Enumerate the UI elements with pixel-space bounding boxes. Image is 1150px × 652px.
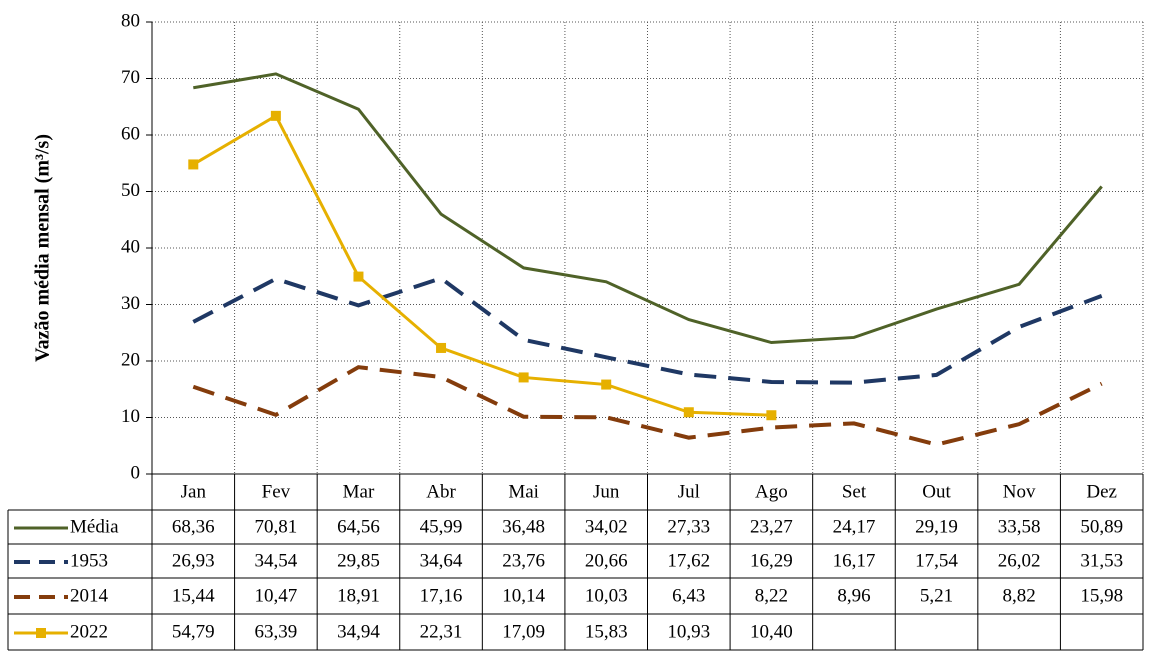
table-value: 6,43 <box>672 585 705 606</box>
table-value: 54,79 <box>172 621 215 642</box>
table-value: 15,98 <box>1080 585 1123 606</box>
series-line <box>193 72 1103 345</box>
table-value: 34,02 <box>585 516 628 537</box>
table-value: 18,91 <box>337 585 380 606</box>
marker <box>188 159 199 170</box>
table-value: 26,02 <box>998 550 1041 571</box>
table-value: 8,82 <box>1003 585 1036 606</box>
table-value: 29,85 <box>337 550 380 571</box>
legend-marker <box>36 628 46 638</box>
table-value: 17,16 <box>420 585 463 606</box>
y-tick-label: 0 <box>131 462 141 483</box>
x-tick-label: Jun <box>593 481 620 502</box>
table-value: 16,29 <box>750 550 793 571</box>
marker <box>270 110 281 121</box>
table-value: 23,27 <box>750 516 793 537</box>
legend-label: 1953 <box>70 550 108 571</box>
table-value: 15,44 <box>172 585 215 606</box>
y-tick-label: 70 <box>121 67 140 88</box>
y-axis-label: Vazão média mensal (m³/s) <box>32 134 54 362</box>
table-value: 10,14 <box>502 585 545 606</box>
table-value: 10,47 <box>255 585 298 606</box>
series-line <box>192 113 772 417</box>
table-value: 17,09 <box>502 621 545 642</box>
table-value: 31,53 <box>1080 550 1123 571</box>
y-tick-label: 60 <box>121 123 140 144</box>
x-tick-label: Jan <box>181 481 207 502</box>
marker <box>353 271 364 282</box>
table-value: 27,33 <box>667 516 710 537</box>
table-value: 17,62 <box>667 550 710 571</box>
x-tick-label: Abr <box>426 481 456 502</box>
y-tick-label: 50 <box>121 180 140 201</box>
table-value: 70,81 <box>255 516 298 537</box>
table-value: 5,21 <box>920 585 953 606</box>
series-line <box>192 365 1103 447</box>
x-tick-label: Set <box>842 481 867 502</box>
table-value: 10,40 <box>750 621 793 642</box>
table-value: 26,93 <box>172 550 215 571</box>
table-value: 29,19 <box>915 516 958 537</box>
x-tick-label: Mai <box>508 481 539 502</box>
y-tick-label: 30 <box>121 293 140 314</box>
y-tick-label: 10 <box>121 406 140 427</box>
table-value: 24,17 <box>833 516 876 537</box>
table-value: 68,36 <box>172 516 215 537</box>
table-value: 23,76 <box>502 550 545 571</box>
legend-label: Média <box>70 516 119 537</box>
x-tick-label: Ago <box>755 481 788 502</box>
table-value: 34,94 <box>337 621 380 642</box>
table-value: 15,83 <box>585 621 628 642</box>
table-value: 50,89 <box>1080 516 1123 537</box>
table-value: 34,54 <box>255 550 298 571</box>
table-value: 33,58 <box>998 516 1041 537</box>
table-value: 45,99 <box>420 516 463 537</box>
y-tick-label: 40 <box>121 236 140 257</box>
marker <box>683 407 694 418</box>
series-line <box>192 276 1103 385</box>
y-tick-label: 80 <box>121 10 140 31</box>
table-value: 64,56 <box>337 516 380 537</box>
table-value: 10,03 <box>585 585 628 606</box>
table-value: 36,48 <box>502 516 545 537</box>
y-tick-label: 20 <box>121 349 140 370</box>
marker <box>601 379 612 390</box>
table-value: 20,66 <box>585 550 628 571</box>
table-value: 8,22 <box>755 585 788 606</box>
x-tick-label: Fev <box>262 481 291 502</box>
marker <box>766 410 777 421</box>
table-value: 22,31 <box>420 621 463 642</box>
table-value: 17,54 <box>915 550 958 571</box>
legend-label: 2014 <box>70 585 109 606</box>
table-value: 8,96 <box>837 585 870 606</box>
table-value: 16,17 <box>833 550 876 571</box>
x-tick-label: Nov <box>1003 481 1036 502</box>
marker <box>518 372 529 383</box>
x-tick-label: Dez <box>1086 481 1117 502</box>
x-tick-label: Jul <box>678 481 700 502</box>
table-value: 34,64 <box>420 550 463 571</box>
legend-label: 2022 <box>70 621 108 642</box>
x-tick-label: Out <box>922 481 951 502</box>
marker <box>436 342 447 353</box>
x-tick-label: Mar <box>343 481 375 502</box>
table-value: 63,39 <box>255 621 298 642</box>
table-value: 10,93 <box>667 621 710 642</box>
